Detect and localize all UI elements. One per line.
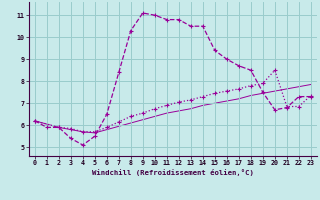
- X-axis label: Windchill (Refroidissement éolien,°C): Windchill (Refroidissement éolien,°C): [92, 169, 254, 176]
